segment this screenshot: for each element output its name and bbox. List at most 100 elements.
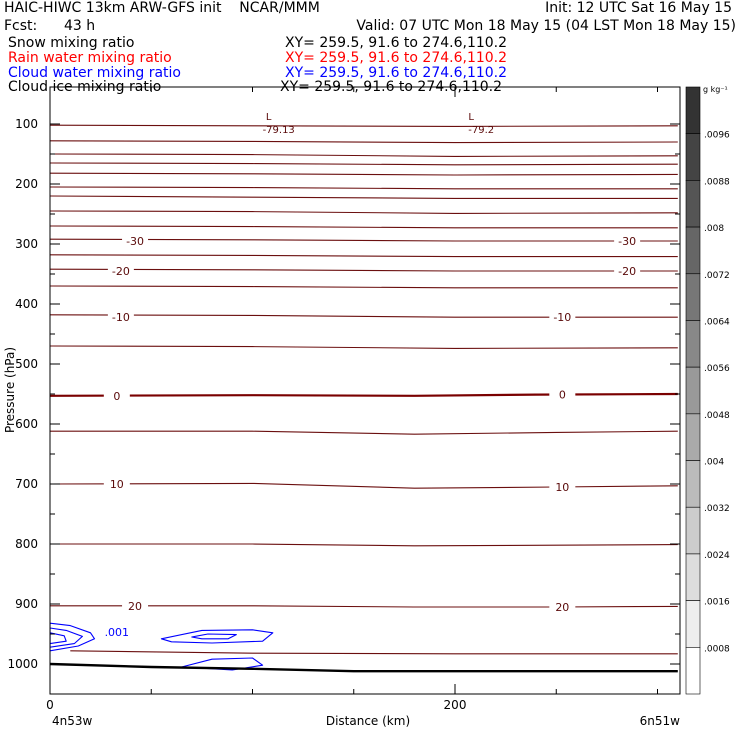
contour-label: 20 <box>128 600 142 613</box>
forecast-hours: 43 h <box>64 18 96 34</box>
colorbar-bin <box>685 553 701 601</box>
cloud-water-contour <box>181 657 264 671</box>
x-tick-label: 0 <box>46 698 54 712</box>
temperature-contour <box>50 210 678 214</box>
field-xy-snow: XY= 259.5, 91.6 to 274.6,110.2 <box>285 35 508 51</box>
cloud-water-contour <box>191 633 237 640</box>
temperature-contour <box>50 482 678 489</box>
colorbar-tick-label: .0032 <box>704 504 730 514</box>
x-axis-label: Distance (km) <box>326 714 410 728</box>
temperature-contour <box>50 153 678 157</box>
temperature-contour <box>50 124 678 127</box>
contour-label-background <box>107 264 134 277</box>
colorbar-tick-label: .0096 <box>704 131 730 141</box>
contour-label: 0 <box>559 389 566 402</box>
contour-label: -30 <box>126 235 144 248</box>
contour-label: -30 <box>618 235 636 248</box>
contour-label: -20 <box>618 265 636 278</box>
low-value: -79.13 <box>263 125 295 136</box>
y-tick-label: 800 <box>15 537 38 551</box>
contour-label-background <box>122 234 149 247</box>
field-xy-cloud-water: XY= 259.5, 91.6 to 274.6,110.2 <box>285 65 508 81</box>
colorbar-bin <box>685 506 701 555</box>
terrain-surface-line <box>50 662 678 673</box>
colorbar-bin <box>685 86 701 134</box>
contour-label-background <box>103 477 130 490</box>
x-end-label: 6n51w <box>640 714 681 728</box>
temperature-contour <box>50 172 678 176</box>
contour-label-background <box>614 234 641 247</box>
contour-label-background <box>549 480 576 493</box>
forecast-label: Fcst: <box>4 18 38 34</box>
y-tick-label: 1000 <box>7 657 38 671</box>
colorbar-bin <box>685 133 701 181</box>
contour-label: 10 <box>110 478 124 491</box>
contour-label-background <box>549 600 576 613</box>
colorbar-tick-label: .008 <box>704 224 724 234</box>
plot-frame <box>49 86 681 695</box>
contour-label-background <box>122 598 149 612</box>
colorbar-unit: g kg⁻¹ <box>703 85 728 94</box>
temperature-contour <box>50 605 678 608</box>
y-tick-label: 300 <box>15 237 38 251</box>
colorbar-tick-label: .0064 <box>704 317 730 327</box>
cloud-water-contour <box>50 632 67 645</box>
temperature-contour <box>50 285 678 289</box>
contour-label: -10 <box>553 311 571 324</box>
temperature-contour <box>50 268 678 272</box>
contour-label: -20 <box>112 265 130 278</box>
y-tick-label: 700 <box>15 477 38 491</box>
y-tick-label: 400 <box>15 297 38 311</box>
colorbar-bin <box>685 366 701 415</box>
colorbar-bin <box>685 320 701 368</box>
temperature-contour <box>50 162 678 166</box>
y-tick-label: 600 <box>15 417 38 431</box>
field-name-cloud-water: Cloud water mixing ratio <box>8 65 181 81</box>
contour-label: 10 <box>555 481 569 494</box>
valid-time: Valid: 07 UTC Mon 18 May 15 (04 LST Mon … <box>356 18 736 34</box>
temperature-contour <box>50 225 678 229</box>
field-xy-rain: XY= 259.5, 91.6 to 274.6,110.2 <box>285 50 508 66</box>
x-tick-label: 200 <box>444 698 467 712</box>
temperature-contour <box>50 186 678 190</box>
temperature-contour <box>50 238 678 242</box>
low-value: -79.2 <box>468 125 494 136</box>
field-name-rain: Rain water mixing ratio <box>8 50 172 66</box>
x-start-label: 4n53w <box>52 714 93 728</box>
contour-label: 0 <box>113 390 120 403</box>
temperature-contour <box>50 543 678 547</box>
y-tick-label: 200 <box>15 177 38 191</box>
colorbar-tick-label: .0048 <box>704 411 730 421</box>
y-axis-label: Pressure (hPa) <box>3 347 17 433</box>
colorbar-tick-label: .004 <box>704 458 724 468</box>
colorbar-bin <box>685 180 701 228</box>
colorbar-bin <box>685 460 701 508</box>
cloud-water-contour <box>160 629 274 644</box>
y-tick-label: 900 <box>15 597 38 611</box>
colorbar-tick-label: .0088 <box>704 177 730 187</box>
colorbar-tick-label: .0024 <box>704 551 730 561</box>
contour-label-background <box>549 387 576 401</box>
temperature-contour <box>50 195 678 199</box>
y-tick-label: 500 <box>15 357 38 371</box>
colorbar-tick-label: .0072 <box>704 271 730 281</box>
contour-label: 20 <box>555 601 569 614</box>
contour-label-background <box>614 264 641 277</box>
temperature-contour <box>50 314 678 318</box>
colorbar-bin <box>685 647 701 695</box>
temperature-contour <box>50 430 678 435</box>
title-right: Init: 12 UTC Sat 16 May 15 <box>545 0 732 16</box>
colorbar-bin <box>685 413 701 461</box>
colorbar-tick-label: .0056 <box>704 364 730 374</box>
cloud-water-label: .001 <box>105 626 130 639</box>
cloud-water-contour <box>50 627 83 648</box>
temperature-contour <box>50 345 678 349</box>
temperature-contour <box>50 140 678 144</box>
contour-label: -10 <box>112 311 130 324</box>
title-left: HAIC-HIWC 13km ARW-GFS init NCAR/MMM <box>4 0 320 16</box>
contour-label-background <box>107 310 134 324</box>
temperature-contour <box>50 392 678 397</box>
colorbar-bin <box>685 273 701 321</box>
colorbar-tick-label: .0016 <box>704 598 730 608</box>
